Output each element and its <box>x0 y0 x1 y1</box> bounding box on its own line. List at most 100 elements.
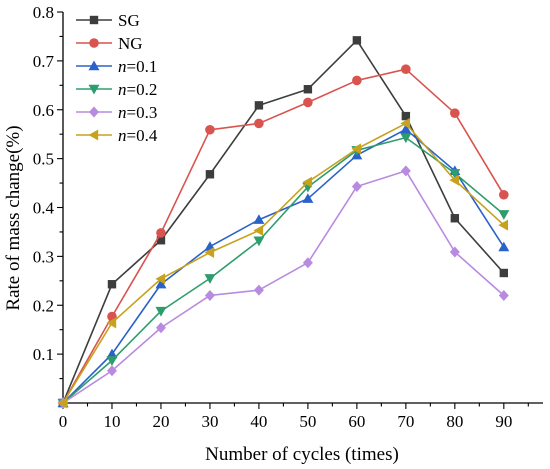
data-point <box>401 64 411 74</box>
data-point <box>204 289 215 301</box>
x-tick-label: 30 <box>201 412 218 431</box>
y-tick-label: 0.7 <box>33 52 55 71</box>
x-tick-label: 90 <box>495 412 512 431</box>
data-point <box>499 189 509 200</box>
legend-item: n=0.3 <box>76 103 157 122</box>
y-tick-label: 0.4 <box>33 199 55 218</box>
series-line <box>62 39 505 404</box>
x-tick-label: 80 <box>446 412 463 431</box>
data-point <box>449 246 460 258</box>
data-point <box>450 214 460 223</box>
legend-marker <box>89 15 99 25</box>
legend-marker <box>89 106 99 118</box>
legend-item: SG <box>76 11 140 30</box>
y-tick-label: 0.1 <box>33 345 54 364</box>
data-point <box>498 241 510 252</box>
data-point <box>400 165 411 177</box>
data-point <box>106 317 117 329</box>
data-point <box>401 111 411 121</box>
axes: 0 10 20 30 40 50 60 70 80 90 0.1 0.2 0.3 0.4 0.5 0.6 0.7… <box>33 3 543 431</box>
data-point <box>303 85 313 94</box>
legend-label: n=0.4 <box>118 126 158 145</box>
legend-item: n=0.1 <box>76 57 157 76</box>
y-tick-label: 0.2 <box>33 296 54 315</box>
legend-label: SG <box>118 11 140 30</box>
series-5 <box>58 165 509 409</box>
legend-label: n=0.3 <box>118 103 157 122</box>
data-point <box>155 306 167 317</box>
data-point <box>106 365 117 377</box>
data-point <box>155 278 167 289</box>
data-point <box>205 124 215 135</box>
data-point <box>106 356 118 366</box>
data-point <box>400 117 411 129</box>
data-point <box>204 274 216 284</box>
data-point <box>351 143 362 155</box>
legend-marker <box>88 129 99 141</box>
series-3 <box>57 123 510 408</box>
series-line <box>62 170 505 404</box>
x-tick-label: 10 <box>103 412 120 431</box>
data-point <box>498 289 509 301</box>
legend: SG NG n=0.1 n=0.2 n=0.3 n=0.4 <box>76 11 158 145</box>
series-layer <box>57 36 510 409</box>
y-tick-label: 0.5 <box>33 150 54 169</box>
legend-label: n=0.1 <box>118 57 157 76</box>
data-point <box>449 174 460 186</box>
data-point <box>155 322 166 334</box>
x-tick-label: 40 <box>250 412 267 431</box>
data-point <box>400 123 412 134</box>
data-point <box>450 108 460 118</box>
legend-label: n=0.2 <box>118 80 157 99</box>
legend-marker <box>89 38 99 48</box>
x-tick-label: 60 <box>348 412 365 431</box>
x-tick-label: 20 <box>152 412 169 431</box>
data-point <box>253 284 264 296</box>
data-point <box>352 75 362 86</box>
legend-marker <box>88 84 100 95</box>
legend-label: NG <box>118 34 143 53</box>
x-tick-label: 0 <box>59 412 68 431</box>
data-point <box>156 236 166 245</box>
data-point <box>205 170 215 179</box>
data-point <box>302 193 314 203</box>
data-point <box>155 273 166 285</box>
y-tick-label: 0.6 <box>33 101 54 120</box>
y-tick-label: 0.8 <box>33 3 54 22</box>
series-6 <box>57 117 509 409</box>
data-point <box>253 224 264 236</box>
legend-marker <box>88 60 100 71</box>
data-point <box>302 257 313 269</box>
y-tick-label: 0.3 <box>33 247 54 266</box>
data-point <box>449 169 461 179</box>
legend-item: NG <box>76 34 143 53</box>
data-point <box>107 280 117 289</box>
data-point <box>352 36 362 45</box>
x-tick-label: 70 <box>397 412 414 431</box>
data-point <box>400 133 412 144</box>
data-point <box>57 397 68 409</box>
legend-item: n=0.2 <box>76 80 157 99</box>
data-point <box>253 236 265 247</box>
data-point <box>106 348 118 359</box>
data-point <box>302 176 313 188</box>
data-point <box>253 214 265 224</box>
data-point <box>499 268 509 278</box>
data-point <box>204 246 215 258</box>
data-point <box>254 118 264 129</box>
series-4 <box>57 133 510 409</box>
series-line <box>62 136 505 404</box>
y-axis-title: Rate of mass change(%) <box>3 125 24 310</box>
series-line <box>62 128 505 404</box>
data-point <box>156 228 166 238</box>
x-axis-title: Number of cycles (times) <box>205 444 399 465</box>
series-line <box>62 122 505 404</box>
data-point <box>351 180 362 192</box>
data-point <box>303 97 313 108</box>
series-line <box>62 68 505 404</box>
legend-item: n=0.4 <box>76 126 158 145</box>
data-point <box>498 219 509 231</box>
x-tick-label: 50 <box>299 412 316 431</box>
